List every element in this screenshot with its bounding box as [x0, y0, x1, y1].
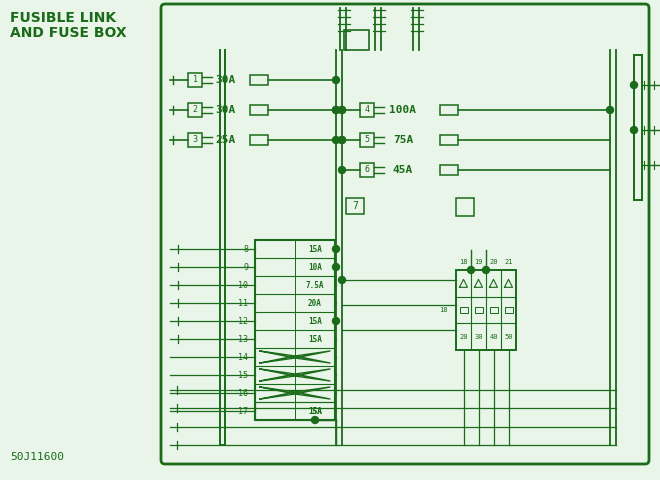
Bar — [188, 103, 202, 117]
Circle shape — [333, 317, 339, 324]
Circle shape — [339, 167, 345, 173]
Circle shape — [333, 245, 339, 252]
Circle shape — [630, 127, 638, 133]
Text: 75A: 75A — [393, 135, 413, 145]
Bar — [440, 105, 458, 115]
Circle shape — [333, 264, 339, 271]
Bar — [344, 30, 369, 50]
Text: 15A: 15A — [308, 244, 322, 253]
Bar — [360, 163, 374, 177]
Text: 18: 18 — [440, 307, 448, 313]
Bar — [459, 307, 467, 313]
Text: 15A: 15A — [308, 316, 322, 325]
Text: 15A: 15A — [308, 335, 322, 344]
Text: 9: 9 — [243, 263, 248, 272]
Text: 30: 30 — [475, 334, 482, 340]
Text: 30A: 30A — [215, 105, 235, 115]
Bar — [360, 133, 374, 147]
Bar — [456, 198, 474, 216]
Circle shape — [333, 136, 339, 144]
Circle shape — [312, 417, 319, 423]
Text: 10: 10 — [238, 280, 248, 289]
Text: 18: 18 — [459, 259, 468, 265]
Text: 4: 4 — [364, 106, 370, 115]
Text: 8: 8 — [243, 244, 248, 253]
Text: 15A: 15A — [308, 407, 322, 416]
Text: 13: 13 — [238, 335, 248, 344]
Text: 25A: 25A — [215, 135, 235, 145]
Bar — [360, 103, 374, 117]
Bar — [250, 135, 268, 145]
Text: 19: 19 — [475, 259, 482, 265]
Text: 3: 3 — [193, 135, 197, 144]
Text: 10A: 10A — [308, 263, 322, 272]
Text: 50J11600: 50J11600 — [10, 452, 64, 462]
Text: AND FUSE BOX: AND FUSE BOX — [10, 26, 127, 40]
Text: 40: 40 — [489, 334, 498, 340]
Text: 11: 11 — [238, 299, 248, 308]
Text: FUSIBLE LINK: FUSIBLE LINK — [10, 11, 116, 25]
Bar — [188, 73, 202, 87]
Text: 15: 15 — [238, 371, 248, 380]
Text: 20A: 20A — [308, 299, 322, 308]
Text: 17: 17 — [238, 407, 248, 416]
Text: 6: 6 — [364, 166, 370, 175]
Circle shape — [333, 76, 339, 84]
Text: 20: 20 — [459, 334, 468, 340]
Text: 15A: 15A — [308, 407, 322, 416]
Circle shape — [482, 266, 490, 274]
Bar — [440, 135, 458, 145]
Bar — [456, 270, 516, 350]
Circle shape — [630, 82, 638, 88]
Text: 50: 50 — [504, 334, 513, 340]
Circle shape — [339, 107, 345, 113]
Bar — [504, 307, 513, 313]
Text: 7.5A: 7.5A — [306, 280, 324, 289]
Text: 30A: 30A — [215, 75, 235, 85]
Text: 45A: 45A — [393, 165, 413, 175]
Circle shape — [339, 107, 345, 113]
Bar — [250, 75, 268, 85]
Bar — [255, 402, 335, 420]
Bar — [475, 307, 482, 313]
Text: 7: 7 — [352, 201, 358, 211]
Circle shape — [607, 107, 614, 113]
Circle shape — [339, 136, 345, 144]
Text: 1: 1 — [193, 75, 197, 84]
Circle shape — [339, 136, 345, 144]
Bar — [440, 165, 458, 175]
Text: 100A: 100A — [389, 105, 416, 115]
Circle shape — [333, 107, 339, 113]
Bar — [250, 105, 268, 115]
Text: 21: 21 — [504, 259, 513, 265]
Text: 14: 14 — [238, 352, 248, 361]
Bar — [346, 198, 364, 214]
Bar — [490, 307, 498, 313]
Text: 20: 20 — [489, 259, 498, 265]
Text: 12: 12 — [238, 316, 248, 325]
Bar — [188, 133, 202, 147]
Text: 2: 2 — [193, 106, 197, 115]
Text: 16: 16 — [238, 388, 248, 397]
Text: 5: 5 — [364, 135, 370, 144]
Circle shape — [333, 107, 339, 113]
Circle shape — [339, 276, 345, 284]
Circle shape — [467, 266, 475, 274]
Bar — [255, 240, 335, 420]
